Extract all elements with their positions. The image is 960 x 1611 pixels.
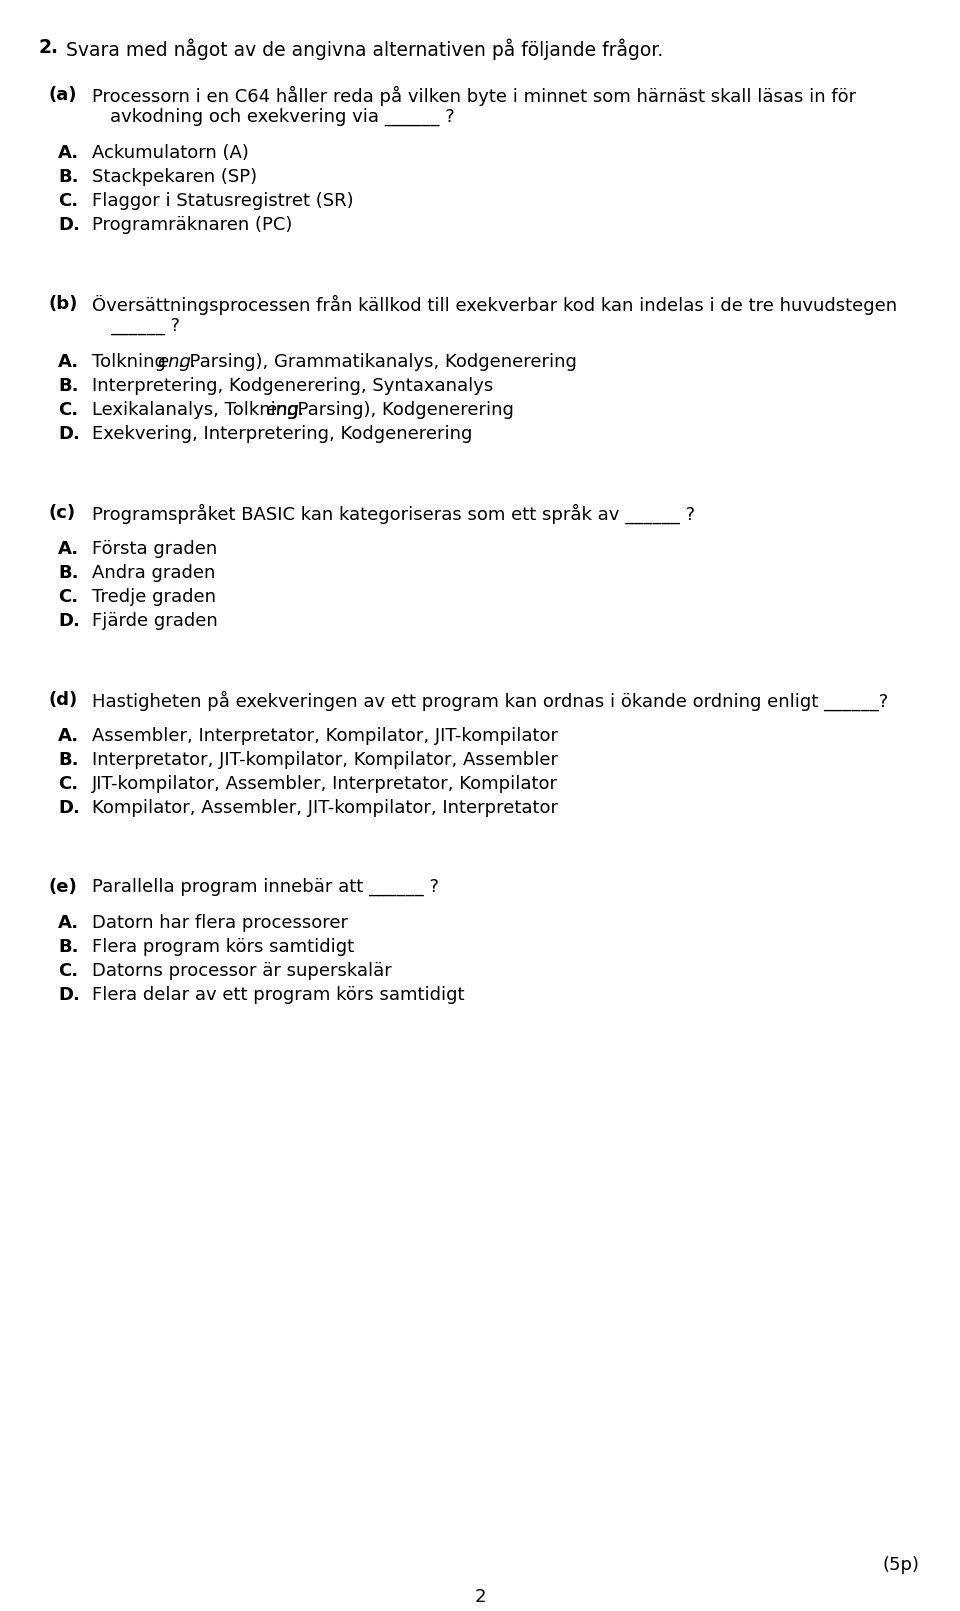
Text: Processorn i en C64 håller reda på vilken byte i minnet som härnäst skall läsas : Processorn i en C64 håller reda på vilke… [92,85,856,106]
Text: Interpretator, JIT-kompilator, Kompilator, Assembler: Interpretator, JIT-kompilator, Kompilato… [92,751,558,768]
Text: Datorns processor är superskalär: Datorns processor är superskalär [92,962,392,979]
Text: Assembler, Interpretator, Kompilator, JIT-kompilator: Assembler, Interpretator, Kompilator, JI… [92,727,558,744]
Text: Kompilator, Assembler, JIT-kompilator, Interpretator: Kompilator, Assembler, JIT-kompilator, I… [92,799,558,817]
Text: A.: A. [58,540,79,557]
Text: Stackpekaren (SP): Stackpekaren (SP) [92,168,257,185]
Text: B.: B. [58,751,79,768]
Text: Interpretering, Kodgenerering, Syntaxanalys: Interpretering, Kodgenerering, Syntaxana… [92,377,493,395]
Text: A.: A. [58,143,79,163]
Text: D.: D. [58,216,80,234]
Text: (a): (a) [48,85,77,105]
Text: Flaggor i Statusregistret (SR): Flaggor i Statusregistret (SR) [92,192,353,209]
Text: D.: D. [58,425,80,443]
Text: B.: B. [58,938,79,955]
Text: Ackumulatorn (A): Ackumulatorn (A) [92,143,249,163]
Text: . Parsing), Kodgenerering: . Parsing), Kodgenerering [285,401,514,419]
Text: Programräknaren (PC): Programräknaren (PC) [92,216,293,234]
Text: 2.: 2. [38,39,58,56]
Text: Flera delar av ett program körs samtidigt: Flera delar av ett program körs samtidig… [92,986,465,1004]
Text: Svara med något av de angivna alternativen på följande frågor.: Svara med något av de angivna alternativ… [66,39,663,60]
Text: avkodning och exekvering via ______ ?: avkodning och exekvering via ______ ? [110,108,455,126]
Text: Fjärde graden: Fjärde graden [92,612,218,630]
Text: Tredje graden: Tredje graden [92,588,216,606]
Text: C.: C. [58,775,78,793]
Text: (d): (d) [48,691,77,709]
Text: (e): (e) [48,878,77,896]
Text: JIT-kompilator, Assembler, Interpretator, Kompilator: JIT-kompilator, Assembler, Interpretator… [92,775,558,793]
Text: C.: C. [58,192,78,209]
Text: D.: D. [58,986,80,1004]
Text: (b): (b) [48,295,78,313]
Text: C.: C. [58,401,78,419]
Text: 2: 2 [474,1588,486,1606]
Text: Tolkning: Tolkning [92,353,172,371]
Text: Parallella program innebär att ______ ?: Parallella program innebär att ______ ? [92,878,439,896]
Text: A.: A. [58,913,79,933]
Text: ______ ?: ______ ? [110,317,180,335]
Text: . Parsing), Grammatikanalys, Kodgenerering: . Parsing), Grammatikanalys, Kodgenereri… [178,353,576,371]
Text: Flera program körs samtidigt: Flera program körs samtidigt [92,938,354,955]
Text: D.: D. [58,612,80,630]
Text: Datorn har flera processorer: Datorn har flera processorer [92,913,348,933]
Text: A.: A. [58,727,79,744]
Text: (5p): (5p) [883,1556,920,1574]
Text: Första graden: Första graden [92,540,217,557]
Text: eng.: eng. [156,353,197,371]
Text: Andra graden: Andra graden [92,564,215,582]
Text: B.: B. [58,377,79,395]
Text: B.: B. [58,564,79,582]
Text: (c): (c) [48,504,75,522]
Text: Lexikalanalys, Tolkning: Lexikalanalys, Tolkning [92,401,304,419]
Text: Programspråket BASIC kan kategoriseras som ett språk av ______ ?: Programspråket BASIC kan kategoriseras s… [92,504,695,524]
Text: C.: C. [58,962,78,979]
Text: eng.: eng. [265,401,304,419]
Text: A.: A. [58,353,79,371]
Text: Översättningsprocessen från källkod till exekverbar kod kan indelas i de tre huv: Översättningsprocessen från källkod till… [92,295,898,316]
Text: Exekvering, Interpretering, Kodgenerering: Exekvering, Interpretering, Kodgenererin… [92,425,472,443]
Text: D.: D. [58,799,80,817]
Text: C.: C. [58,588,78,606]
Text: Hastigheten på exekveringen av ett program kan ordnas i ökande ordning enligt __: Hastigheten på exekveringen av ett progr… [92,691,888,712]
Text: B.: B. [58,168,79,185]
